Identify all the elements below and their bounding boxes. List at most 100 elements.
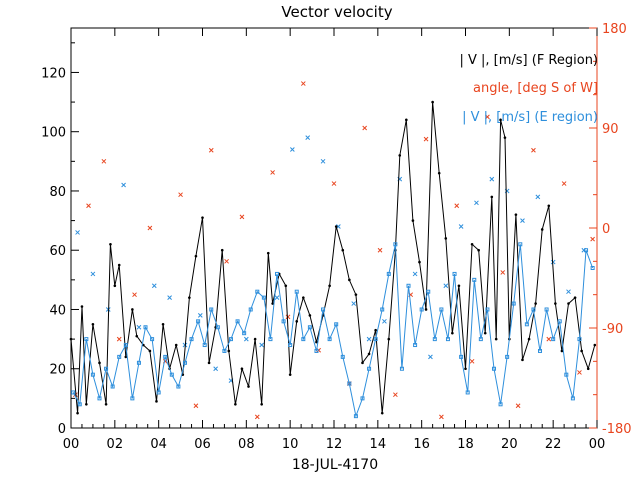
e-region-point bbox=[491, 366, 496, 371]
e-region-point bbox=[551, 337, 556, 342]
f-region-point bbox=[124, 355, 128, 359]
f-region-point bbox=[131, 308, 134, 311]
e-region-point bbox=[202, 343, 207, 348]
e-region-point bbox=[163, 354, 168, 359]
x-tick-label: 02 bbox=[107, 437, 124, 452]
e-region-point bbox=[413, 343, 418, 348]
scatter-point bbox=[243, 336, 249, 342]
scatter-point bbox=[515, 403, 521, 409]
e-region-point bbox=[281, 319, 286, 324]
f-region-point bbox=[155, 400, 158, 403]
e-region-point bbox=[564, 372, 569, 377]
e-region-point bbox=[584, 248, 589, 253]
y-tick-label: 20 bbox=[49, 363, 66, 378]
f-region-point bbox=[288, 373, 292, 376]
e-region-point bbox=[176, 384, 181, 389]
e-region-point bbox=[590, 266, 595, 270]
e-region-point bbox=[235, 319, 240, 324]
scatter-point bbox=[351, 301, 357, 306]
x-tick-label: 08 bbox=[238, 437, 255, 452]
e-region-point bbox=[557, 319, 562, 324]
f-region-point bbox=[194, 254, 198, 258]
e-region-point bbox=[117, 354, 122, 359]
e-region-point bbox=[209, 307, 214, 312]
e-region-point bbox=[386, 271, 391, 276]
scatter-point bbox=[423, 136, 429, 142]
e-region-point bbox=[261, 295, 266, 300]
e-region-point bbox=[380, 307, 385, 312]
scatter-point bbox=[362, 125, 368, 131]
e-region-point bbox=[334, 322, 339, 327]
e-region-point bbox=[426, 289, 431, 294]
e-region-point bbox=[242, 331, 247, 336]
f-region-point bbox=[174, 343, 178, 347]
x-axis-label: 18-JUL-4170 bbox=[292, 457, 378, 473]
y-tick-label: 80 bbox=[49, 185, 66, 200]
chart-title: Vector velocity bbox=[281, 3, 392, 21]
y2-tick-label: -90 bbox=[602, 322, 623, 337]
e-region-point bbox=[419, 307, 424, 312]
data-marks bbox=[69, 81, 597, 420]
y-tick-label: 0 bbox=[58, 422, 66, 437]
f-region-point bbox=[220, 248, 224, 252]
f-region-point bbox=[567, 302, 570, 305]
f-region-point bbox=[521, 358, 524, 362]
e-region-point bbox=[288, 343, 293, 348]
scatter-point bbox=[136, 324, 142, 330]
e-region-point bbox=[544, 307, 549, 312]
e-region-point bbox=[353, 414, 358, 419]
f-region-point bbox=[444, 237, 448, 240]
f-region-point bbox=[135, 334, 139, 338]
e-region-point bbox=[406, 283, 411, 288]
scatter-point bbox=[590, 236, 595, 242]
x-tick-label: 16 bbox=[413, 437, 430, 452]
e-region-point bbox=[511, 301, 516, 306]
f-region-point bbox=[253, 337, 257, 341]
e-region-point bbox=[169, 372, 174, 377]
scatter-point bbox=[546, 336, 552, 342]
f-region-point bbox=[431, 100, 434, 104]
e-region-point bbox=[452, 271, 457, 276]
f-region-point bbox=[109, 242, 112, 246]
f-region-line bbox=[70, 102, 596, 414]
e-region-point bbox=[445, 337, 450, 342]
f-region-point bbox=[554, 302, 557, 305]
e-region-point bbox=[77, 402, 82, 407]
x-tick-label: 06 bbox=[194, 437, 211, 452]
scatter-point bbox=[151, 283, 157, 289]
scatter-point bbox=[274, 295, 280, 300]
e-region-point bbox=[321, 307, 326, 312]
scatter-point bbox=[458, 224, 464, 229]
f-region-point bbox=[593, 343, 597, 347]
scatter-point bbox=[259, 342, 265, 348]
scatter-point bbox=[193, 403, 199, 409]
f-region-point bbox=[586, 367, 590, 371]
f-region-point bbox=[483, 331, 487, 335]
f-region-point bbox=[247, 385, 250, 388]
e-region-point bbox=[340, 354, 345, 359]
x-tick-label: 00 bbox=[63, 437, 80, 452]
f-region-point bbox=[348, 278, 351, 282]
x-tick-label: 00 bbox=[589, 437, 606, 452]
x-tick-label: 10 bbox=[282, 437, 299, 452]
e-region-point bbox=[505, 354, 510, 359]
scatter-point bbox=[500, 270, 506, 275]
e-region-point bbox=[130, 396, 135, 401]
scatter-point bbox=[366, 336, 372, 342]
scatter-point bbox=[300, 81, 306, 86]
scatter-point bbox=[520, 218, 525, 223]
scatter-point bbox=[147, 225, 153, 231]
f-region-point bbox=[534, 302, 537, 305]
scatter-point bbox=[443, 283, 449, 289]
f-region-point bbox=[234, 402, 237, 406]
e-region-point bbox=[360, 396, 365, 401]
scatter-point bbox=[377, 247, 383, 253]
f-region-point bbox=[398, 154, 402, 157]
e-region-point bbox=[301, 337, 306, 342]
e-region-point bbox=[465, 390, 470, 395]
scatter-point bbox=[469, 358, 475, 364]
scatter-point bbox=[454, 203, 460, 209]
f-region-point bbox=[113, 284, 117, 288]
scatter-point bbox=[382, 318, 387, 324]
x-axis: 00 02 04 06 08 10 12 14 16 18 20 22 00 bbox=[63, 28, 606, 452]
